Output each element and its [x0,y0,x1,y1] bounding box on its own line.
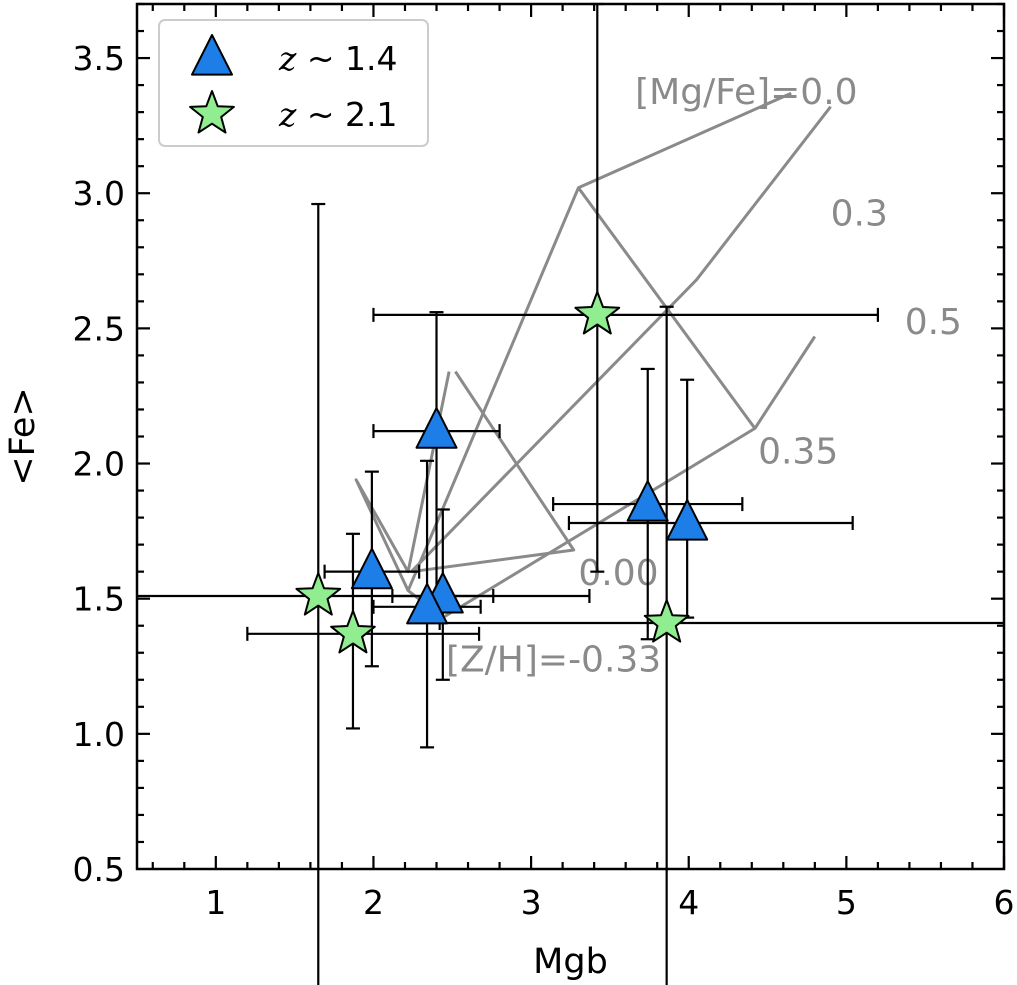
triangle-point-5 [666,499,709,541]
error-bars [137,2,1004,985]
y-axis-title: <Fe> [3,387,43,485]
error-bar-s0-p5 [567,378,854,619]
x-tick-label: 3 [521,883,542,922]
legend-label-0: z ~ 1.4 [278,39,398,78]
y-tick-label: 1.5 [73,580,125,619]
legend: z ~ 1.4z ~ 2.1 [158,19,429,147]
x-tick-label: 1 [205,883,226,922]
grid-label-1: 0.3 [831,194,888,235]
grid-label-3: 0.35 [758,432,838,473]
mgfe-line-1 [410,105,832,573]
legend-label-value: ~ 1.4 [296,39,397,78]
y-tick-label: 2.0 [73,445,125,484]
legend-label-z: z [278,95,297,134]
triangle-point-3 [406,582,449,625]
y-tick-label: 3.0 [73,174,125,213]
legend-label-z: z [278,39,297,78]
triangle-point-4 [626,480,669,522]
legend-box [158,19,429,147]
grid-label-2: 0.5 [905,302,962,343]
triangle-point-1 [350,547,393,590]
error-bar-s1-p0 [372,2,879,573]
star-point-3 [643,599,690,643]
legend-marker-1 [189,90,235,134]
legend-marker-0 [191,34,233,76]
legend-label-1: z ~ 2.1 [278,95,398,134]
y-tick-label: 2.5 [73,309,125,348]
x-tick-label: 2 [363,883,384,922]
axis-ticks: 1 2 3 4 5 6 0.5 1.0 1.5 2.0 2.5 3.0 3.5 [73,2,1015,922]
y-tick-label: 1.0 [73,715,125,754]
legend-label-value: ~ 2.1 [296,95,397,134]
x-axis-title: Mgb [533,942,608,982]
y-tick-label: 0.5 [73,850,125,889]
model-grid-labels: [Mg/Fe]=0.0 0.3 0.5 0.35 0.00 [Z/H]=-0.33 [446,72,962,681]
triangle-point-0 [415,407,458,449]
x-tick-label: 4 [678,883,699,922]
x-tick-label: 5 [836,883,857,922]
data-markers [295,290,709,654]
grid-label-5: [Z/H]=-0.33 [446,640,661,681]
y-tick-label: 3.5 [73,39,125,78]
grid-label-4: 0.00 [578,553,658,594]
grid-label-0: [Mg/Fe]=0.0 [635,72,857,113]
star-point-2 [330,609,376,654]
star-point-1 [295,572,342,616]
star-point-0 [574,290,621,335]
x-tick-label: 6 [994,883,1015,922]
